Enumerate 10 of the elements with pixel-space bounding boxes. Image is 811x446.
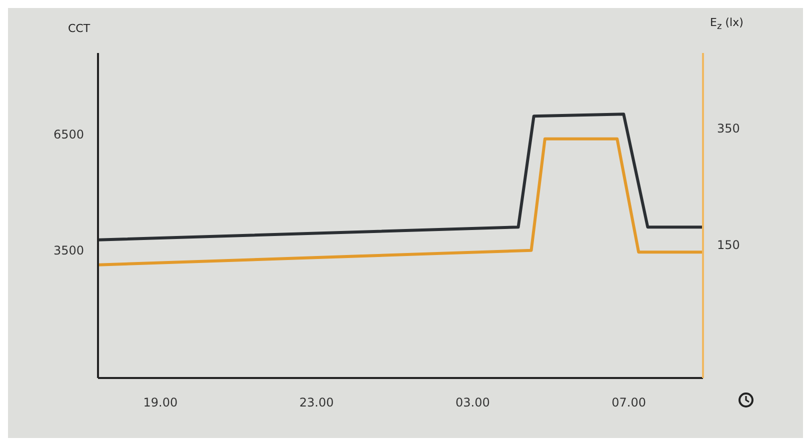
y-tick-label: 6500 [53, 128, 84, 142]
y-axis-title: CCT [68, 22, 90, 35]
y2-axis-title: E$_{z}$ (lx) [710, 16, 744, 32]
y2-tick-label: 350 [717, 122, 740, 136]
x-tick-label: 23.00 [299, 396, 334, 410]
x-tick-label: 07.00 [612, 396, 646, 410]
y2-tick-label: 150 [717, 238, 740, 252]
y-tick-label: 3500 [53, 244, 84, 258]
x-tick-label: 19.00 [143, 396, 178, 410]
x-tick-label: 03.00 [456, 396, 490, 410]
